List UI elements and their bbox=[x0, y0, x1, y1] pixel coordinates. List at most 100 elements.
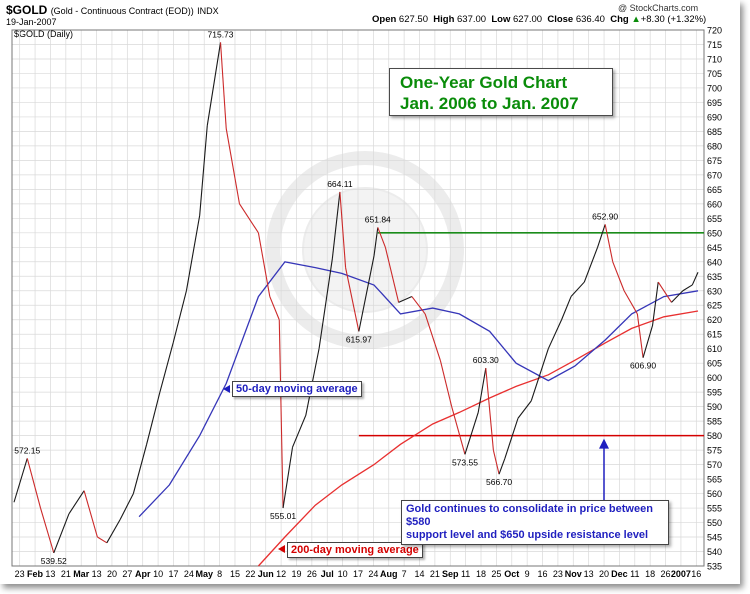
price-segment bbox=[199, 125, 208, 216]
price-segment bbox=[159, 342, 174, 393]
x-tick-label: 7 bbox=[402, 569, 407, 579]
y-tick-label: 650 bbox=[707, 228, 722, 238]
price-segment bbox=[636, 313, 644, 358]
price-segment bbox=[345, 267, 360, 332]
data-label: 603.30 bbox=[473, 355, 499, 365]
y-tick-label: 720 bbox=[707, 26, 722, 36]
data-label: 539.52 bbox=[41, 556, 67, 566]
gold-price-chart: 535 540 545 550 555 560 565 570 575 580 585 590 595 6… bbox=[11, 26, 722, 579]
y-tick-label: 670 bbox=[707, 170, 722, 180]
symbol: $GOLD bbox=[6, 3, 48, 17]
price-segment bbox=[282, 447, 294, 509]
y-tick-label: 680 bbox=[707, 141, 722, 151]
data-label: 573.55 bbox=[452, 457, 478, 467]
low-value: 627.00 bbox=[513, 14, 543, 25]
price-segment bbox=[172, 290, 187, 344]
price-segment bbox=[377, 227, 386, 248]
price-segment bbox=[225, 128, 241, 204]
x-tick-label: 8 bbox=[217, 569, 222, 579]
data-label: 572.15 bbox=[14, 445, 40, 455]
data-label: 715.73 bbox=[208, 29, 234, 39]
price-segment bbox=[292, 415, 307, 448]
note-line1: Gold continues to consolidate in price b… bbox=[406, 503, 653, 528]
y-tick-label: 550 bbox=[707, 518, 722, 528]
exchange: INDX bbox=[197, 6, 219, 16]
chg-up-icon: ▲ bbox=[631, 14, 641, 25]
x-tick-label: Jul bbox=[321, 569, 334, 579]
close-label: Close bbox=[547, 14, 574, 25]
y-tick-label: 690 bbox=[707, 112, 722, 122]
price-segment bbox=[339, 191, 347, 268]
x-tick-label: 18 bbox=[476, 569, 486, 579]
x-tick-label: 20 bbox=[599, 569, 609, 579]
y-tick-label: 565 bbox=[707, 475, 722, 485]
price-segment bbox=[206, 42, 222, 126]
ma200-line bbox=[257, 310, 699, 567]
data-label: 615.97 bbox=[346, 334, 372, 344]
data-label: 651.84 bbox=[365, 214, 391, 224]
x-tick-label: Apr bbox=[135, 569, 151, 579]
price-segment bbox=[424, 313, 441, 361]
price-segment bbox=[657, 281, 672, 303]
x-tick-label: 21 bbox=[430, 569, 440, 579]
x-tick-label: Jun bbox=[258, 569, 274, 579]
y-tick-label: 665 bbox=[707, 185, 722, 195]
x-tick-label: 10 bbox=[338, 569, 348, 579]
price-segment bbox=[132, 444, 148, 494]
y-tick-label: 615 bbox=[707, 330, 722, 340]
data-label: 664.11 bbox=[327, 179, 353, 189]
y-tick-label: 570 bbox=[707, 460, 722, 470]
low-label: Low bbox=[491, 14, 511, 25]
note-line2: support level and $650 upside resistance… bbox=[406, 529, 649, 541]
x-tick-label: 12 bbox=[276, 569, 286, 579]
y-tick-label: 625 bbox=[707, 301, 722, 311]
y-tick-label: 595 bbox=[707, 388, 722, 398]
x-tick-label: 13 bbox=[45, 569, 55, 579]
x-tick-label: 17 bbox=[353, 569, 363, 579]
price-segment bbox=[278, 319, 284, 509]
y-tick-label: 655 bbox=[707, 214, 722, 224]
x-tick-label: 16 bbox=[538, 569, 548, 579]
price-segment bbox=[373, 227, 379, 257]
x-tick-label: 17 bbox=[168, 569, 178, 579]
y-tick-label: 605 bbox=[707, 359, 722, 369]
y-tick-label: 695 bbox=[707, 98, 722, 108]
watermark-inner-icon bbox=[302, 187, 428, 313]
x-tick-label: 19 bbox=[291, 569, 301, 579]
price-segment bbox=[358, 255, 375, 332]
price-segment bbox=[691, 271, 699, 286]
y-tick-label: 535 bbox=[707, 562, 722, 572]
price-segment bbox=[604, 224, 614, 262]
price-segment bbox=[26, 458, 42, 509]
chg-value: +8.30 (+1.32%) bbox=[640, 14, 707, 25]
x-tick-label: 13 bbox=[584, 569, 594, 579]
ma200-arrow-icon bbox=[278, 545, 285, 553]
price-segment bbox=[68, 490, 85, 515]
y-tick-label: 635 bbox=[707, 272, 722, 282]
ma50-line bbox=[138, 261, 699, 518]
watermark-logo-icon bbox=[266, 151, 464, 349]
x-tick-label: 20 bbox=[107, 569, 117, 579]
x-tick-label: 26 bbox=[661, 569, 671, 579]
x-tick-label: 25 bbox=[491, 569, 501, 579]
y-tick-label: 540 bbox=[707, 547, 722, 557]
chart-symbol-title: $GOLD (Gold - Continuous Contract (EOD))… bbox=[6, 3, 219, 17]
x-tick-label: 27 bbox=[122, 569, 132, 579]
price-segment bbox=[583, 247, 599, 283]
price-segment bbox=[146, 392, 161, 445]
x-tick-label: May bbox=[195, 569, 213, 579]
price-segment bbox=[53, 513, 70, 554]
x-tick-label: 24 bbox=[368, 569, 378, 579]
price-segment bbox=[492, 449, 500, 475]
price-segment bbox=[318, 258, 333, 349]
x-tick-label: 14 bbox=[415, 569, 425, 579]
price-segment bbox=[39, 507, 55, 554]
x-tick-label: Oct bbox=[504, 569, 519, 579]
y-tick-label: 580 bbox=[707, 431, 722, 441]
ma50-label: 50-day moving average bbox=[232, 381, 362, 397]
high-label: High bbox=[433, 14, 455, 25]
price-segment bbox=[185, 215, 201, 291]
price-segment bbox=[83, 490, 98, 538]
x-tick-label: Aug bbox=[380, 569, 398, 579]
price-segment bbox=[451, 406, 466, 455]
